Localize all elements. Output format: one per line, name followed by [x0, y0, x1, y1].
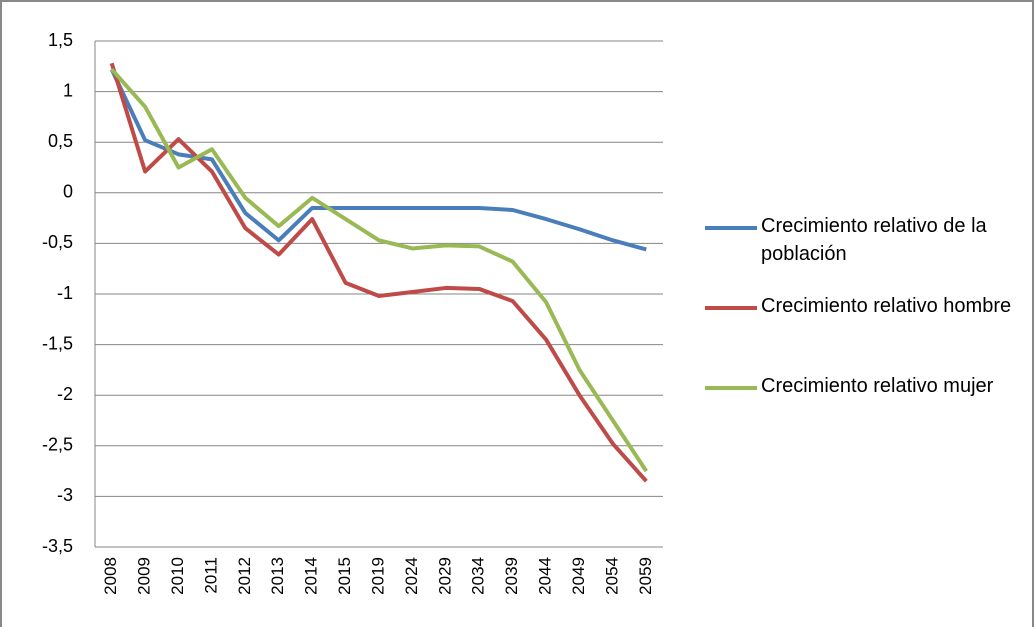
- x-tick-label: 2013: [268, 557, 287, 595]
- x-tick-label: 2054: [602, 557, 621, 595]
- series-line: [109, 68, 647, 252]
- legend-swatch: [705, 386, 757, 390]
- x-tick-label: 2008: [101, 557, 120, 595]
- x-tick-label: 2011: [201, 557, 220, 594]
- x-tick-label: 2009: [135, 557, 154, 595]
- y-tick-label: -1,5: [42, 333, 73, 353]
- legend-swatch: [705, 226, 757, 230]
- legend-entry: Crecimiento relativo de la población: [705, 212, 1025, 292]
- y-tick-label: -1: [57, 283, 73, 303]
- x-tick-label: 2024: [402, 557, 421, 595]
- y-tick-label: -2: [57, 384, 73, 404]
- y-tick-label: 1: [63, 80, 73, 100]
- legend-label: Crecimiento relativo mujer: [761, 375, 994, 397]
- x-tick-label: 2010: [168, 557, 187, 595]
- series-line: [109, 62, 648, 483]
- legend-label: Crecimiento relativo de la población: [761, 215, 987, 265]
- y-tick-label: -2,5: [42, 435, 73, 455]
- legend-entry: Crecimiento relativo hombre: [705, 292, 1025, 372]
- legend-label: Crecimiento relativo hombre: [761, 295, 1012, 317]
- x-tick-label: 2044: [536, 557, 555, 595]
- legend-swatch: [705, 306, 757, 310]
- x-tick-label: 2015: [335, 557, 354, 595]
- x-tick-label: 2029: [435, 557, 454, 595]
- y-tick-label: -3,5: [42, 536, 73, 556]
- x-tick-label: 2019: [368, 557, 387, 595]
- x-tick-label: 2049: [569, 557, 588, 595]
- x-tick-label: 2014: [302, 557, 321, 595]
- series-line: [110, 68, 648, 473]
- y-tick-label: 0: [63, 182, 73, 202]
- y-tick-label: -0,5: [42, 232, 73, 252]
- x-tick-label: 2059: [636, 557, 655, 595]
- x-tick-label: 2034: [469, 557, 488, 595]
- y-tick-label: -3: [57, 485, 73, 505]
- y-tick-label: 1,5: [48, 30, 73, 50]
- x-tick-label: 2039: [502, 557, 521, 595]
- legend: Crecimiento relativo de la población Crec…: [705, 212, 1025, 452]
- x-tick-label: 2012: [235, 557, 254, 595]
- y-tick-label: 0,5: [48, 131, 73, 151]
- legend-entry: Crecimiento relativo mujer: [705, 372, 1025, 452]
